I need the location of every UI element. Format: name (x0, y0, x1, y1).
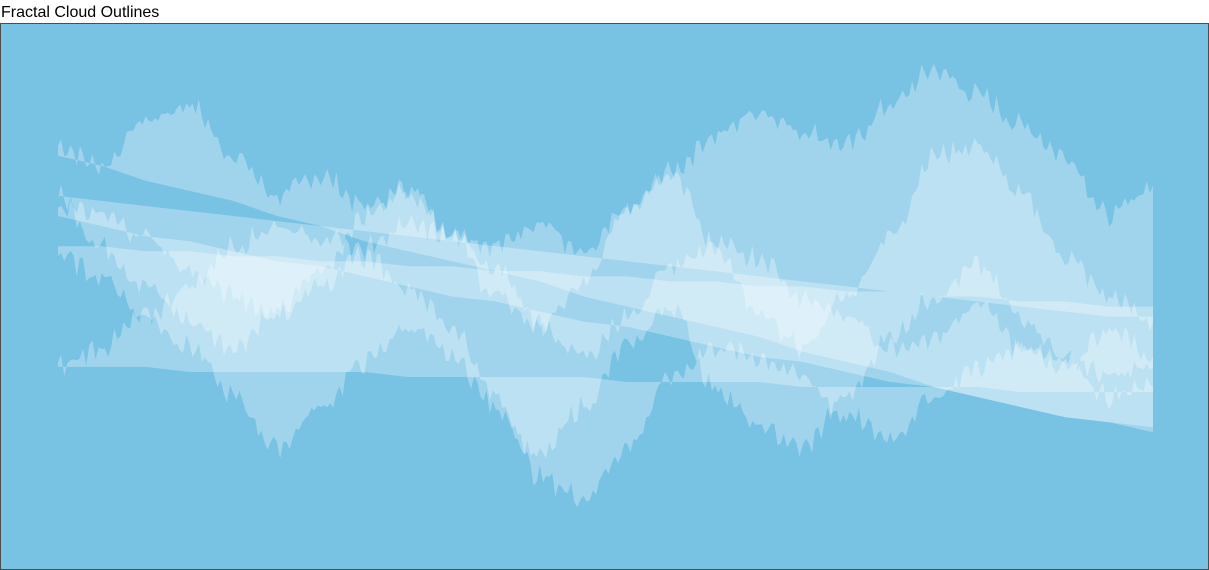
chart-title: Fractal Cloud Outlines (1, 4, 160, 21)
cloud-outline-3 (58, 246, 1153, 459)
cloud-outline-2 (58, 138, 1153, 360)
cloud-layer (58, 63, 1153, 508)
cloud-outline-5 (58, 199, 1153, 433)
cloud-outline-4 (58, 220, 1153, 508)
cloud-outline-1 (58, 63, 1153, 428)
